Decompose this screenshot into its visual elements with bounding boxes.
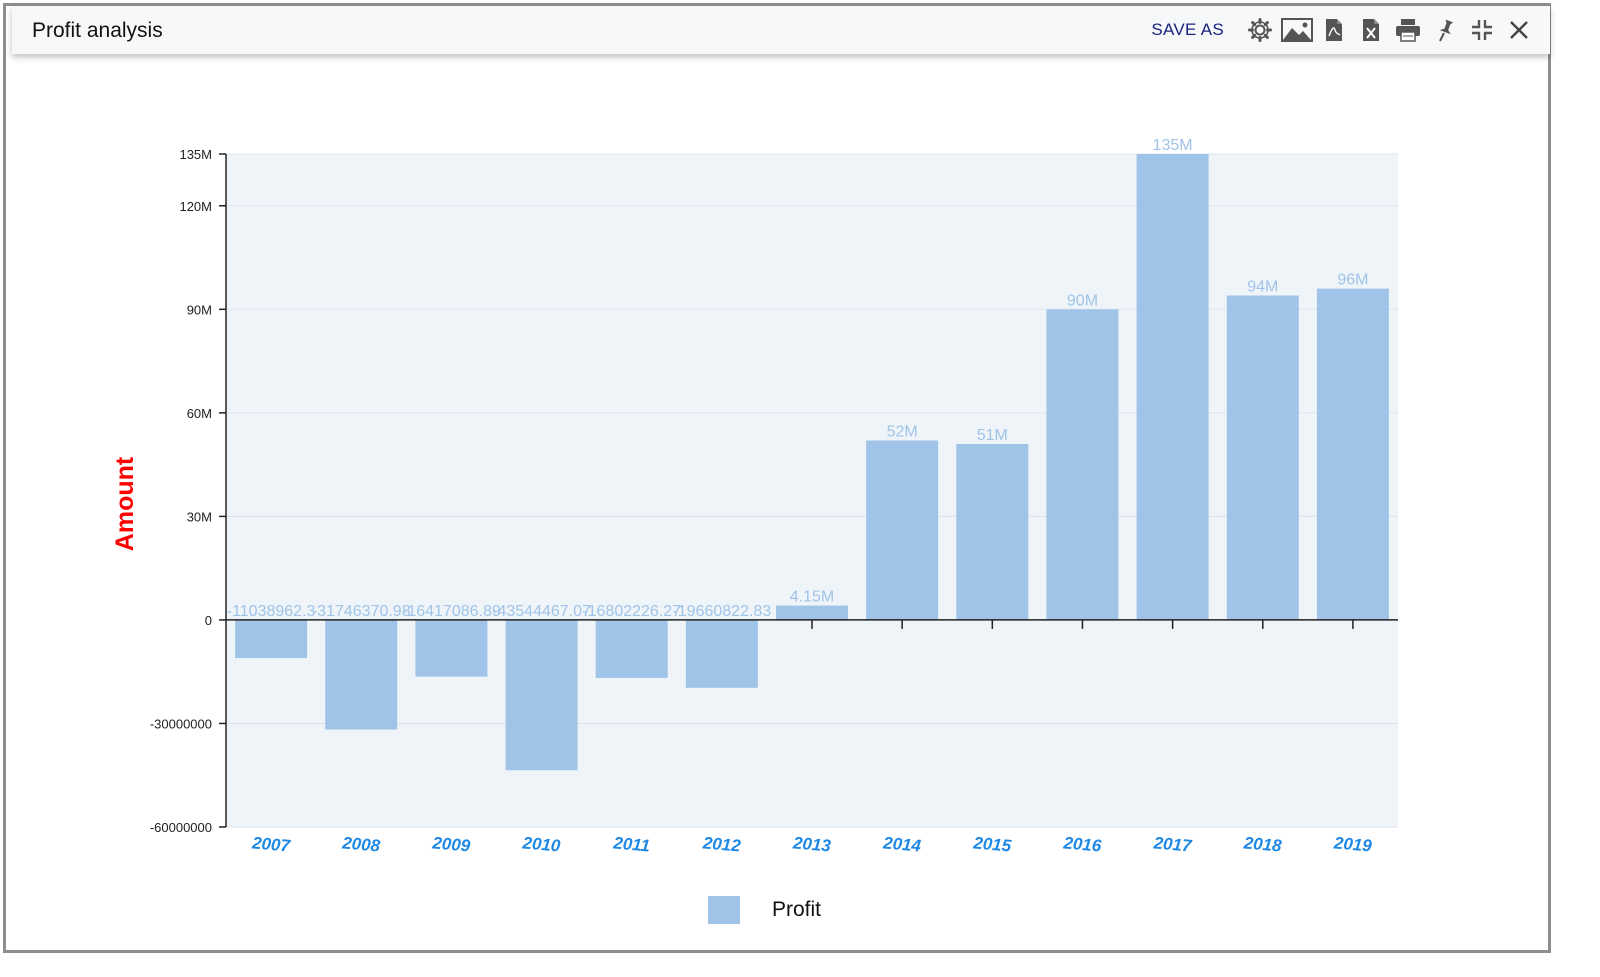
y-tick-label: 135M [179,147,212,162]
gear-icon[interactable] [1243,14,1277,46]
image-icon[interactable] [1280,14,1314,46]
bar-2014[interactable] [866,440,939,620]
bar-2017[interactable] [1136,154,1209,620]
profit-bar-chart: 135M 120M 90M 60M 30M 0 -30000000 -60000000 -110… [111,137,1398,856]
bar-data-label: -11038962.3 [227,603,316,620]
x-tick-label: 2010 [521,833,562,855]
bar-2007[interactable] [235,619,308,659]
x-tick-label: 2012 [701,833,742,855]
save-as-button[interactable]: SAVE AS [1151,20,1224,39]
bar-data-label: 96M [1337,272,1368,289]
bar-2015[interactable] [956,443,1029,620]
bar-data-label: -43544467.07 [492,603,591,620]
y-tick-label: -60000000 [150,820,212,835]
bar-2019[interactable] [1316,288,1389,620]
print-icon[interactable] [1391,14,1425,46]
bar-data-label: -31746370.98 [312,603,411,620]
bar-2013[interactable] [776,605,848,620]
legend-swatch [708,896,740,924]
bar-data-label: -16417086.89 [402,603,501,620]
x-tick-label: 2014 [881,833,922,855]
bar-data-label: 4.15M [790,589,834,606]
legend: Profit [708,896,821,924]
toolbar: SAVE AS [1151,14,1536,46]
x-tick-label: 2016 [1062,833,1103,855]
x-tick-label: 2015 [972,833,1013,855]
y-tick-label: 0 [205,613,212,628]
bar-data-label: 51M [977,427,1008,444]
bar-data-label: 94M [1247,279,1278,296]
collapse-icon[interactable] [1465,14,1499,46]
legend-label: Profit [772,898,822,921]
pdf-icon[interactable] [1317,14,1351,46]
bar-2018[interactable] [1226,295,1299,620]
bar-data-label: -19660822.83 [672,603,771,620]
x-tick-label: 2018 [1242,833,1283,855]
y-axis-label: Amount [111,456,139,551]
bar-2008[interactable] [325,619,398,730]
bar-data-label: 90M [1067,292,1098,309]
x-tick-label: 2019 [1332,833,1373,855]
window-header: Profit analysis SAVE AS [12,6,1550,54]
excel-icon[interactable] [1354,14,1388,46]
bar-data-label: 135M [1153,137,1193,154]
x-tick-label: 2017 [1152,833,1194,855]
x-tick-label: 2009 [431,833,472,855]
x-tick-label: 2007 [250,833,292,855]
x-tick-label: 2013 [791,833,832,855]
bar-2012[interactable] [685,619,758,688]
bar-2011[interactable] [595,619,668,678]
bar-data-label: -16802226.27 [582,603,681,620]
bar-2016[interactable] [1046,309,1119,620]
bar-2010[interactable] [505,619,578,771]
y-tick-label: 30M [187,509,212,524]
y-tick-label: 60M [187,406,212,421]
close-icon[interactable] [1502,14,1536,46]
y-tick-label: -30000000 [150,716,212,731]
window-title: Profit analysis [32,19,163,42]
chart-area: 135M 120M 90M 60M 30M 0 -30000000 -60000000 -110… [0,60,1600,885]
x-tick-label: 2011 [612,833,651,855]
y-tick-label: 120M [179,199,212,214]
pin-icon[interactable] [1428,14,1462,46]
x-tick-label: 2008 [341,833,382,855]
plot-background [226,154,1398,827]
y-tick-label: 90M [187,302,212,317]
bar-data-label: 52M [887,423,918,440]
bar-2009[interactable] [415,619,488,677]
